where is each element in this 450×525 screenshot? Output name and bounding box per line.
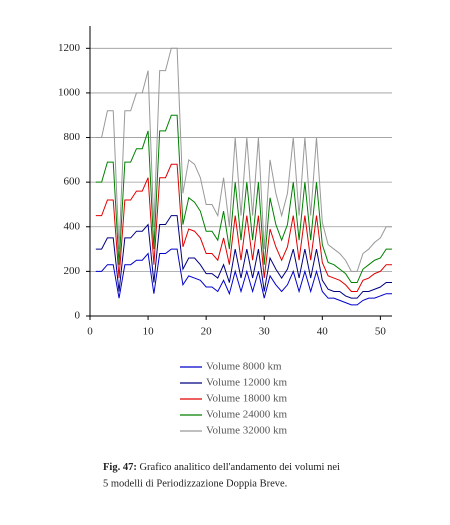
legend-label: Volume 24000 km: [206, 409, 288, 421]
series-line: [95, 114, 392, 284]
y-tick-label: 800: [64, 131, 81, 143]
series-line: [95, 163, 392, 292]
x-tick-label: 40: [317, 326, 329, 338]
legend-label: Volume 8000 km: [206, 361, 282, 373]
x-tick-label: 10: [143, 326, 155, 338]
y-tick-label: 400: [64, 220, 81, 232]
legend-label: Volume 32000 km: [206, 425, 288, 437]
series-line: [95, 47, 392, 272]
caption-label: Fig. 47:: [103, 462, 137, 473]
y-tick-label: 0: [75, 310, 81, 322]
y-tick-label: 1200: [58, 42, 81, 54]
y-tick-label: 600: [64, 176, 81, 188]
series-line: [95, 248, 392, 306]
x-tick-label: 30: [259, 326, 271, 338]
x-tick-label: 20: [201, 326, 213, 338]
caption: Fig. 47: Grafico analitico dell'andament…: [103, 462, 340, 473]
x-tick-label: 50: [375, 326, 387, 338]
caption-line: 5 modelli di Periodizzazione Doppia Brev…: [103, 478, 287, 489]
series-line: [95, 215, 392, 299]
legend-label: Volume 12000 km: [206, 377, 288, 389]
y-tick-label: 1000: [58, 86, 81, 98]
y-tick-label: 200: [64, 265, 81, 277]
legend-label: Volume 18000 km: [206, 393, 288, 405]
caption-line: Grafico analitico dell'andamento dei vol…: [139, 462, 340, 473]
x-tick-label: 0: [87, 326, 93, 338]
